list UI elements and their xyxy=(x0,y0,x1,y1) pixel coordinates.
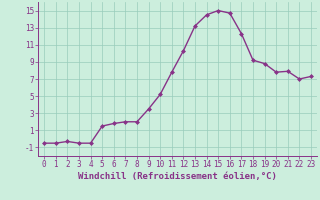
X-axis label: Windchill (Refroidissement éolien,°C): Windchill (Refroidissement éolien,°C) xyxy=(78,172,277,181)
